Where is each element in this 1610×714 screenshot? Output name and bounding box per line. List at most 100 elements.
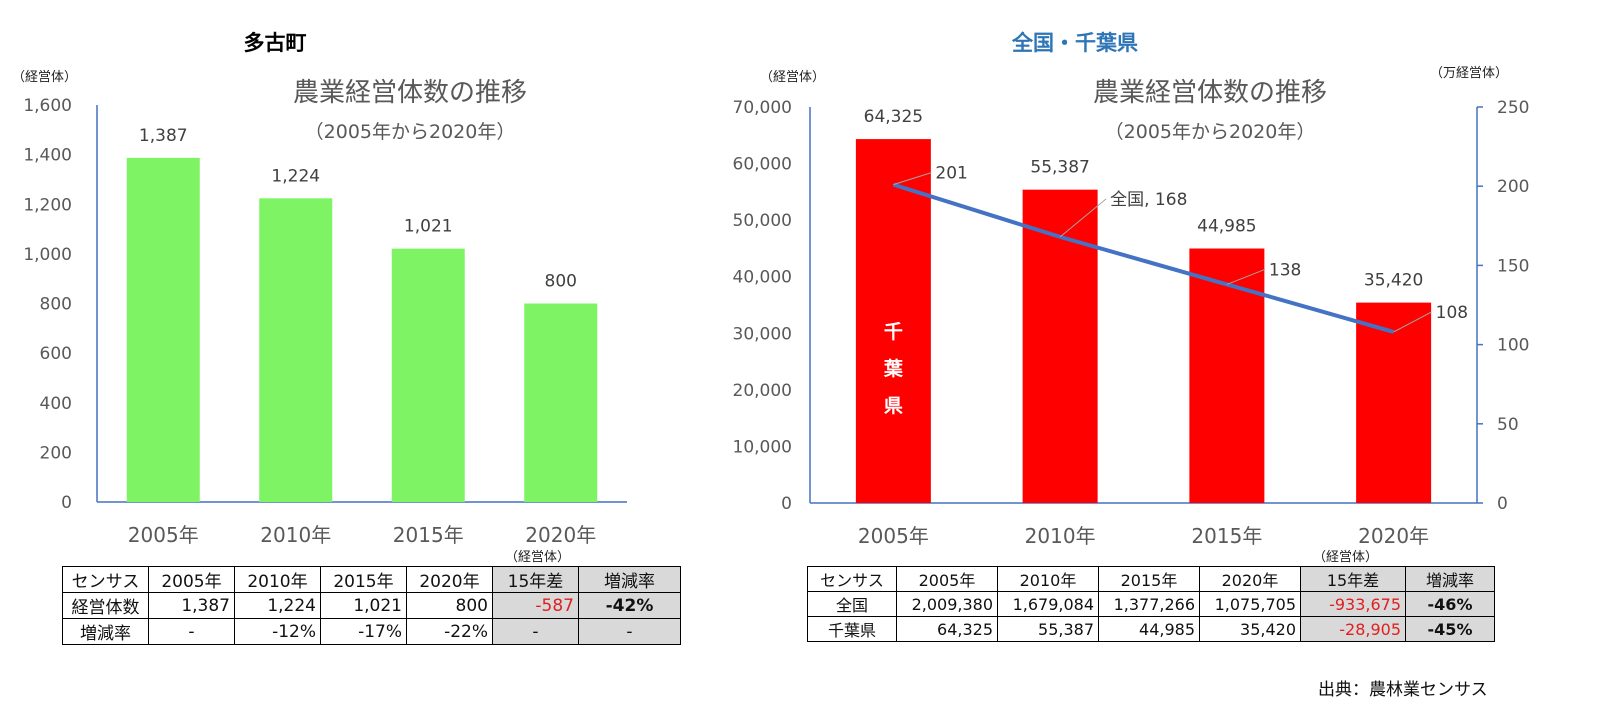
data-label: 800 [545,272,577,292]
right-chart: 0 10,000 20,000 30,000 40,000 50,000 60,000 70,… [733,98,1530,548]
left-chart: 0 200 400 600 800 1,000 1,200 1,400 1,600 1,387 20… [23,96,627,547]
bar-series-label: 葉 [883,358,904,380]
y-tick-label: 70,000 [733,98,792,118]
y-tick-label: 1,000 [23,245,72,265]
y-tick-label: 1,600 [23,96,72,116]
table-cell: 経営体数 [62,592,149,619]
y-tick-label: 30,000 [733,324,792,344]
x-tick-label: 2015年 [393,523,464,547]
y-tick-label: 600 [40,344,72,364]
table-header-row: センサス 2005年 2010年 2015年 2020年 15年差 増減率 [807,566,1495,592]
y-tick-label: 400 [40,394,72,414]
table-cell: 1,075,705 [1199,591,1301,617]
y-tick-label: 0 [781,494,792,514]
table-cell: -12% [234,618,321,645]
table-cell: 増減率 [1405,566,1495,592]
y2-tick-label: 100 [1497,336,1529,356]
table-cell: 2015年 [1098,566,1200,592]
table-cell: -42% [578,592,681,619]
x-tick-label: 2010年 [1025,524,1096,548]
y2-tick-label: 150 [1497,256,1529,276]
y-tick-label: 800 [40,295,72,315]
table-cell: 2010年 [234,566,321,593]
table-cell: 1,679,084 [997,591,1099,617]
x-tick-label: 2020年 [1358,524,1429,548]
table-cell: -17% [320,618,407,645]
table-cell: 2005年 [148,566,235,593]
table-cell: -22% [406,618,493,645]
y-tick-label: 60,000 [733,155,792,175]
table-cell: -46% [1405,591,1495,617]
line-data-label: 201 [935,164,967,184]
x-tick-label: 2010年 [260,523,331,547]
line-data-label: 138 [1269,260,1301,280]
y-tick-label: 50,000 [733,211,792,231]
table-cell: 2015年 [320,566,407,593]
leader-line [1059,198,1107,238]
table-cell: 55,387 [997,616,1099,642]
table-cell: 1,021 [320,592,407,619]
leader-line [893,172,932,186]
table-cell: 1,387 [148,592,235,619]
right-panel-title: 全国・千葉県 [1012,31,1138,55]
table-cell: 64,325 [896,616,998,642]
bar [1356,302,1432,503]
data-label: 1,224 [271,166,320,186]
y-tick-label: 40,000 [733,268,792,288]
table-cell: 800 [406,592,493,619]
table-cell: 1,224 [234,592,321,619]
table-cell: -933,675 [1300,591,1406,617]
data-label: 44,985 [1197,217,1256,237]
table-cell: -587 [492,592,579,619]
table-cell: 44,985 [1098,616,1200,642]
bar-series-label: 千 [884,321,903,343]
table-cell: センサス [62,566,149,593]
table-cell: -28,905 [1300,616,1406,642]
data-label: 35,420 [1364,271,1423,291]
left-stats-table: センサス 2005年 2010年 2015年 2020年 15年差 増減率 経営… [62,566,681,645]
table-row: 増減率 - -12% -17% -22% - - [62,618,681,645]
x-tick-label: 2015年 [1191,524,1262,548]
line-data-label: 全国, 168 [1110,190,1187,210]
y2-tick-label: 250 [1497,98,1529,118]
x-tick-label: 2020年 [525,523,596,547]
bar [855,139,931,503]
table-cell: - [148,618,235,645]
y-tick-label: 1,200 [23,195,72,215]
source-note: 出典：農林業センサス [1318,680,1488,700]
right-chart-title: 農業経営体数の推移 [1092,78,1327,108]
x-tick-label: 2005年 [858,524,929,548]
y-tick-label: 1,400 [23,146,72,166]
table-cell: 15年差 [492,566,579,593]
table-cell: 15年差 [1300,566,1406,592]
table-row: 全国 2,009,380 1,679,084 1,377,266 1,075,7… [807,591,1495,617]
right-stats-table: センサス 2005年 2010年 2015年 2020年 15年差 増減率 全国… [807,566,1495,642]
leader-line [1393,311,1432,333]
table-cell: 35,420 [1199,616,1301,642]
left-chart-title: 農業経営体数の推移 [292,78,527,108]
bar [524,303,598,502]
bar [1189,248,1265,503]
table-cell: 全国 [807,591,897,617]
right-chart-subtitle: （2005年から2020年） [1104,121,1316,143]
y-tick-label: 0 [61,493,72,513]
x-tick-label: 2005年 [128,523,199,547]
data-label: 64,325 [864,107,923,127]
y-tick-label: 20,000 [733,381,792,401]
table-cell: 2020年 [1199,566,1301,592]
table-cell: 1,377,266 [1098,591,1200,617]
left-y-axis-unit: （経営体） [12,70,78,85]
right-table-unit: （経営体） [1313,550,1379,565]
table-cell: 2010年 [997,566,1099,592]
right-y-axis-unit: （経営体） [760,70,826,85]
table-cell: 増減率 [578,566,681,593]
table-cell: 2020年 [406,566,493,593]
bar [1022,189,1098,503]
right-y2-axis-unit: （万経営体） [1430,66,1509,81]
bar [126,157,200,502]
table-row: 経営体数 1,387 1,224 1,021 800 -587 -42% [62,592,681,619]
y-tick-label: 200 [40,443,72,463]
table-header-row: センサス 2005年 2010年 2015年 2020年 15年差 増減率 [62,566,681,593]
line-data-label: 108 [1436,303,1468,323]
table-cell: 2005年 [896,566,998,592]
